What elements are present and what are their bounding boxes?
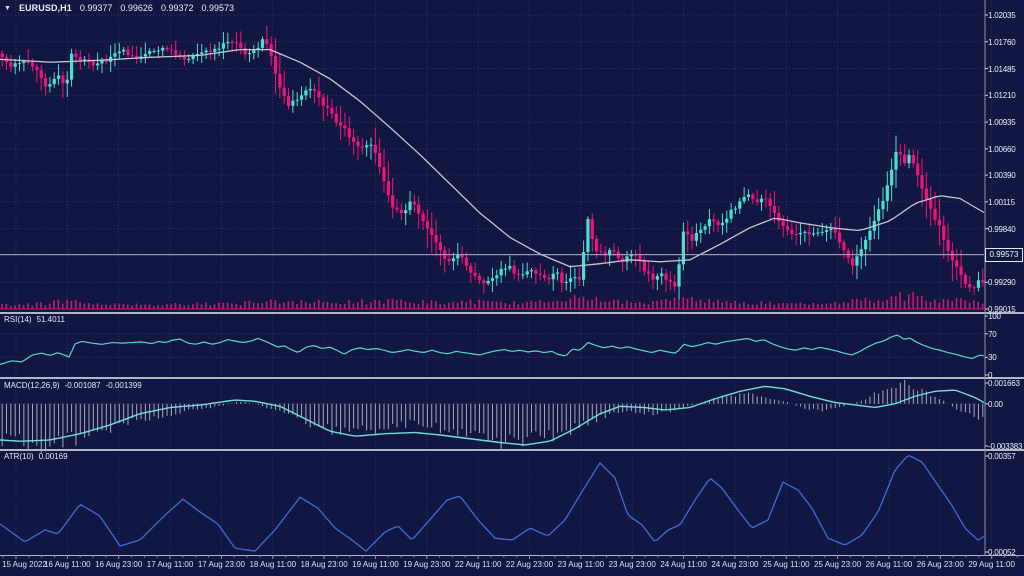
atr-pane[interactable]: [0, 451, 985, 553]
current-price-tag: 0.99573: [985, 248, 1023, 262]
time-axis-label: 22 Aug 23:00: [505, 560, 554, 569]
chart-header: ▼ EURUSD,H1 0.99377 0.99626 0.99372 0.99…: [4, 3, 234, 13]
macd-signal-value: -0.001399: [105, 381, 142, 390]
price-axis[interactable]: 1.02035 1.01760 1.01485 1.01210 1.00935 1.006…: [985, 0, 1024, 557]
rsi-axis-label: 100: [988, 312, 1001, 321]
macd-indicator-name: MACD(12,26,9): [4, 381, 60, 390]
rsi-axis-label: 30: [988, 353, 997, 363]
price-axis-label: 1.01485: [988, 64, 1016, 74]
price-axis-label: 1.00115: [988, 197, 1015, 207]
rsi-pane-label: RSI(14) 51.4011: [4, 315, 65, 324]
time-axis-label: 17 Aug 23:00: [197, 560, 245, 569]
time-axis-label: 29 Aug 11:00: [968, 560, 1015, 569]
price-axis-label: 1.02035: [988, 11, 1016, 20]
atr-axis-label: 0.00357: [988, 452, 1016, 461]
ohlc-open: 0.99377: [79, 3, 113, 13]
current-price-value: 0.99573: [989, 250, 1019, 259]
macd-pane-label: MACD(12,26,9) -0.001087 -0.001399: [4, 381, 142, 390]
volume-layer: [1, 292, 984, 309]
price-axis-label: 1.00390: [988, 171, 1016, 181]
rsi-axis-label: 0: [988, 371, 993, 380]
time-axis-label: 18 Aug 11:00: [249, 560, 297, 569]
rsi-line: [0, 334, 985, 365]
ohlc-low: 0.99372: [160, 3, 194, 13]
price-axis-label: 1.00935: [988, 118, 1016, 128]
time-axis-label: 24 Aug 23:00: [711, 560, 759, 569]
macd-axis-label: 0.001663: [988, 379, 1020, 388]
symbol-label: EURUSD,H1: [18, 3, 72, 13]
time-axis-label: 26 Aug 23:00: [916, 560, 964, 569]
price-axis-label: 0.99290: [988, 278, 1016, 288]
time-axis-label: 23 Aug 11:00: [557, 560, 605, 569]
time-axis-label: 18 Aug 23:00: [300, 560, 348, 569]
price-axis-label: 1.01210: [988, 91, 1016, 101]
price-axis-label: 0.99840: [988, 224, 1016, 234]
rsi-value: 51.4011: [36, 315, 65, 324]
atr-line: [0, 454, 985, 552]
time-axis-label: 19 Aug 11:00: [352, 560, 399, 569]
macd-signal-line: [0, 385, 985, 446]
time-axis-label: 16 Aug 23:00: [95, 560, 143, 569]
price-axis-label: 1.00660: [988, 144, 1016, 154]
time-axis-label: 16 Aug 11:00: [44, 560, 91, 569]
time-axis-label: 23 Aug 23:00: [608, 560, 656, 569]
ohlc-high: 0.99626: [120, 3, 153, 13]
time-axis-label: 24 Aug 11:00: [660, 560, 707, 569]
price-pane[interactable]: [0, 0, 985, 312]
atr-value: 0.00169: [38, 452, 68, 461]
time-axis-label: 19 Aug 23:00: [403, 560, 451, 569]
time-axis-label: 22 Aug 11:00: [454, 560, 502, 569]
time-axis-label: 26 Aug 11:00: [865, 560, 913, 569]
atr-pane-label: ATR(10) 0.00169: [4, 452, 68, 461]
macd-axis-label: 0.00: [988, 399, 1003, 409]
atr-axis-label: 0.00052: [988, 548, 1016, 557]
symbol-dropdown-icon[interactable]: ▼: [4, 4, 11, 12]
time-axis-label: 17 Aug 11:00: [146, 560, 194, 569]
candles-layer: [0, 25, 985, 301]
separators: [0, 0, 1024, 556]
rsi-indicator-name: RSI(14): [4, 315, 32, 324]
time-axis-label: 25 Aug 11:00: [762, 560, 810, 569]
rsi-pane[interactable]: [0, 314, 985, 377]
macd-pane[interactable]: [0, 379, 985, 449]
macd-axis-label: -0.003383: [988, 442, 1023, 451]
ma-line: [0, 48, 985, 268]
axis-ticks: [2, 14, 1018, 559]
price-axis-label: 1.01760: [988, 37, 1016, 47]
time-axis-label: 15 Aug 2022: [2, 560, 47, 569]
atr-indicator-name: ATR(10): [4, 452, 34, 461]
time-axis[interactable]: 15 Aug 2022 16 Aug 11:00 16 Aug 23:00 17 Au…: [0, 555, 1024, 576]
time-axis-label: 25 Aug 23:00: [814, 560, 862, 569]
price-axis-label: 0.99015: [988, 305, 1016, 314]
rsi-axis-label: 70: [988, 329, 997, 339]
ohlc-close: 0.99573: [201, 3, 235, 13]
macd-main-value: -0.001087: [64, 381, 101, 390]
